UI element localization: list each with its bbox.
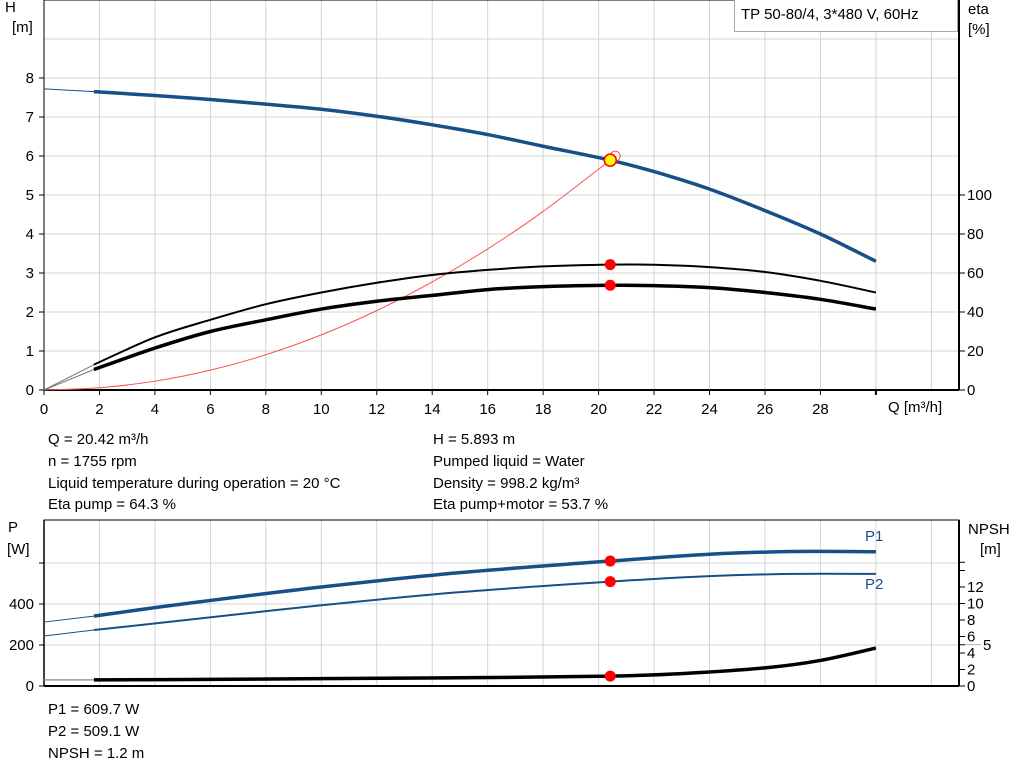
y-tick-label: 6	[26, 148, 34, 165]
y-tick-label: 1	[26, 343, 34, 360]
info-pumped-liquid: Pumped liquid = Water	[433, 453, 585, 470]
eta-pump-extrapolation	[43, 364, 95, 391]
info-density: Density = 998.2 kg/m³	[433, 475, 580, 492]
x-tick-label: 4	[151, 401, 159, 418]
eta-tick-label: 100	[967, 187, 992, 204]
eta-axis-unit: [%]	[968, 21, 990, 38]
info-p2: P2 = 509.1 W	[48, 723, 140, 740]
pump-model-label: TP 50-80/4, 3*480 V, 60Hz	[741, 6, 919, 23]
info-npsh: NPSH = 1.2 m	[48, 745, 145, 762]
npsh-tick-label: 4	[967, 645, 975, 662]
eta-pump-motor-marker	[604, 279, 616, 291]
p-tick-label: 0	[26, 678, 34, 695]
x-tick-label: 22	[646, 401, 663, 418]
y-tick-label: 4	[26, 226, 34, 243]
info-eta-pump: Eta pump = 64.3 %	[48, 496, 176, 513]
p1-curve	[93, 549, 876, 618]
eta-pump-curve	[93, 263, 877, 366]
p-tick-label: 400	[9, 596, 34, 613]
eta-axis-label: eta	[968, 1, 989, 18]
p2-marker	[604, 576, 616, 588]
x-tick-label: 16	[479, 401, 496, 418]
x-tick-label: 14	[424, 401, 441, 418]
p1-series-label: P1	[865, 528, 884, 545]
eta-tick-label: 20	[967, 343, 984, 360]
npsh-axis-unit: [m]	[980, 541, 1001, 558]
info-liquid-temp: Liquid temperature during operation = 20…	[48, 475, 341, 492]
npsh-tick-label: 5	[983, 637, 991, 654]
x-tick-label: 24	[701, 401, 718, 418]
p2-extrapolation	[43, 629, 94, 637]
system-curve	[43, 159, 611, 391]
x-tick-label: 6	[206, 401, 214, 418]
x-tick-label: 20	[590, 401, 607, 418]
info-eta-pump-motor: Eta pump+motor = 53.7 %	[433, 496, 609, 513]
y-tick-label: 7	[26, 109, 34, 126]
head-curve-extrapolation	[43, 88, 94, 93]
npsh-curve	[93, 646, 877, 682]
x-tick-label: 2	[95, 401, 103, 418]
y-tick-label: 3	[26, 265, 34, 282]
info-speed: n = 1755 rpm	[48, 453, 137, 470]
info-q: Q = 20.42 m³/h	[48, 431, 149, 448]
eta-pump-motor-extrapolation	[43, 369, 95, 391]
p-axis-label: P	[8, 519, 19, 536]
x-tick-label: 12	[368, 401, 385, 418]
h-axis-label: H	[5, 0, 16, 16]
eta-tick-label: 0	[967, 382, 975, 399]
npsh-tick-label: 0	[967, 678, 975, 695]
y-tick-label: 2	[26, 304, 34, 321]
x-tick-label: 26	[757, 401, 774, 418]
npsh-tick-label: 2	[967, 662, 975, 679]
x-tick-label: 0	[40, 401, 48, 418]
x-tick-label: 10	[313, 401, 330, 418]
eta-tick-label: 60	[967, 265, 984, 282]
x-tick-label: 8	[262, 401, 270, 418]
p-tick-label: 200	[9, 637, 34, 654]
q-axis-label: Q [m³/h]	[888, 399, 943, 416]
eta-pump-marker	[604, 259, 616, 271]
eta-tick-label: 40	[967, 304, 984, 321]
p1-extrapolation	[43, 615, 94, 623]
x-tick-label: 28	[812, 401, 829, 418]
chart-legend-title: TP 50-80/4, 3*480 V, 60Hz	[734, 0, 958, 32]
eta-pump-motor-curve	[93, 283, 877, 372]
p1-marker	[604, 555, 616, 567]
npsh-tick-label: 10	[967, 596, 984, 613]
p2-series-label: P2	[865, 576, 884, 593]
x-tick-label: 18	[535, 401, 552, 418]
head-curve	[93, 89, 877, 263]
npsh-tick-label: 12	[967, 579, 984, 596]
y-tick-label: 8	[26, 70, 34, 87]
info-p1: P1 = 609.7 W	[48, 701, 140, 718]
npsh-marker	[604, 670, 616, 682]
y-tick-label: 5	[26, 187, 34, 204]
duty-point-marker	[603, 153, 617, 167]
eta-tick-label: 80	[967, 226, 984, 243]
p-axis-unit: [W]	[7, 541, 30, 558]
p2-curve	[93, 572, 876, 632]
npsh-axis-label: NPSH	[968, 521, 1010, 538]
h-axis-unit: [m]	[12, 19, 33, 36]
info-head: H = 5.893 m	[433, 431, 516, 448]
y-tick-label: 0	[26, 382, 34, 399]
npsh-tick-label: 6	[967, 629, 975, 646]
npsh-tick-label: 8	[967, 612, 975, 629]
